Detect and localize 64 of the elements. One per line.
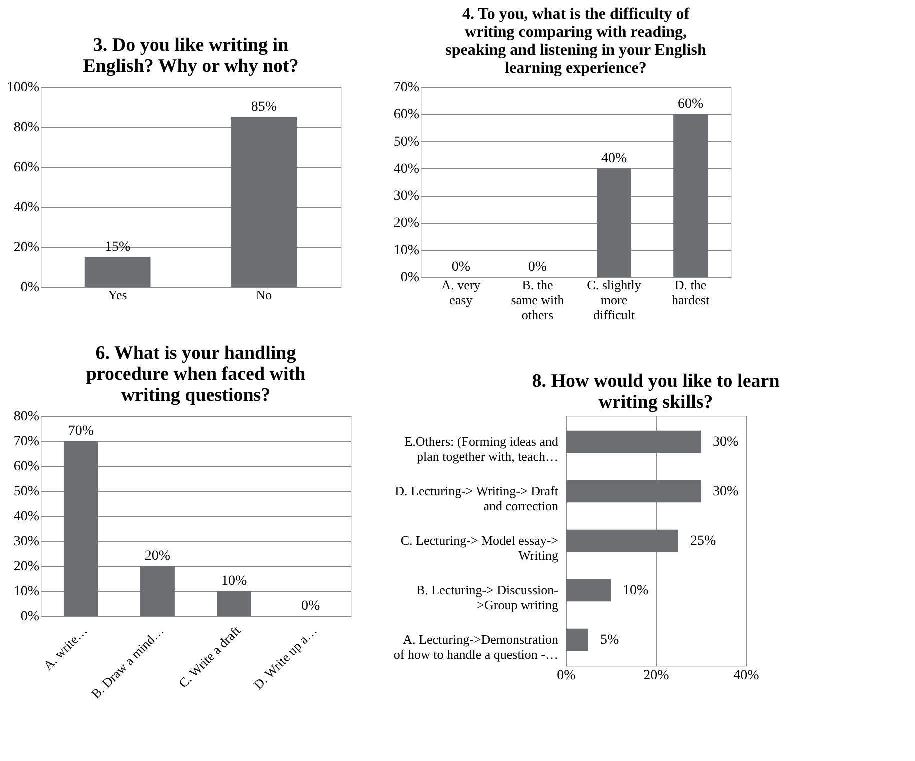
data-label: 85% xyxy=(251,100,278,115)
chart-title: 3. Do you like writing in English? Why or why not? xyxy=(83,35,299,77)
y-tick-label: 60% xyxy=(14,460,40,474)
data-label: 15% xyxy=(104,240,131,255)
y-tick-label: D. Lecturing-> Writing-> Draft and correction xyxy=(395,483,559,514)
chart-title: 6. What is your handling procedure when faced with writing questions? xyxy=(86,343,306,406)
y-tick-label: 20% xyxy=(14,240,40,256)
bar xyxy=(217,591,252,616)
x-tick-label: D. Write up a… xyxy=(250,623,320,692)
y-tick-label: 50% xyxy=(394,134,420,150)
data-label: 0% xyxy=(528,260,548,275)
y-tick-label: B. Lecturing-> Discussion- >Group writing xyxy=(416,582,559,613)
y-tick-label: 10% xyxy=(14,584,40,600)
chart-title: 4. To you, what is the difficulty of writing comparing with reading, speaking and listening in your English learning experience? xyxy=(446,6,706,77)
x-tick-label: Yes xyxy=(108,288,128,302)
y-tick-label: 50% xyxy=(14,484,40,500)
y-tick-label: 40% xyxy=(14,510,40,524)
y-tick-label: 60% xyxy=(14,160,40,176)
data-label: 25% xyxy=(690,534,716,549)
x-tick-label: B. the same with others xyxy=(511,278,565,322)
data-label: 5% xyxy=(600,633,620,648)
y-tick-label: 40% xyxy=(394,162,420,177)
data-label: 0% xyxy=(452,260,471,275)
x-tick-label: No xyxy=(256,288,272,302)
y-tick-label: 70% xyxy=(14,434,40,450)
x-tick-label: 40% xyxy=(734,668,760,684)
bar xyxy=(64,441,98,616)
bar xyxy=(566,480,701,503)
data-label: 0% xyxy=(301,599,320,614)
x-tick-label: C. slightly more difficult xyxy=(587,278,642,322)
data-label: 60% xyxy=(678,97,704,112)
y-tick-label: 60% xyxy=(394,108,420,123)
x-tick-label: C. Write a draft xyxy=(176,622,244,691)
x-tick-label: A. very easy xyxy=(442,278,482,308)
data-label: 10% xyxy=(623,584,649,599)
y-tick-label: 0% xyxy=(20,610,40,624)
y-tick-label: 10% xyxy=(394,243,420,258)
y-tick-label: 20% xyxy=(14,560,40,574)
y-tick-label: 100% xyxy=(6,80,40,96)
bar xyxy=(566,579,611,602)
data-label: 70% xyxy=(68,424,94,439)
y-tick-label: A. Lecturing->Demonstration of how to handle a question -… xyxy=(394,632,559,662)
data-label: 40% xyxy=(601,151,628,166)
y-tick-label: 20% xyxy=(394,216,420,232)
data-label: 30% xyxy=(713,484,739,500)
bar xyxy=(566,628,588,652)
bar xyxy=(566,430,701,454)
chart-title: 8. How would you like to learn writing skills? xyxy=(532,371,780,413)
x-tick-label: 20% xyxy=(644,668,670,684)
x-tick-label: 0% xyxy=(557,668,576,684)
y-tick-label: 40% xyxy=(14,200,40,216)
data-label: 10% xyxy=(221,574,248,589)
x-tick-label: D. the hardest xyxy=(672,278,710,308)
data-label: 30% xyxy=(713,434,739,450)
data-label: 20% xyxy=(144,549,171,564)
y-tick-label: E.Others: (Forming ideas and plan together with, teach… xyxy=(404,434,559,464)
y-tick-label: 70% xyxy=(394,80,420,96)
y-tick-label: 80% xyxy=(14,410,40,424)
y-tick-label: 30% xyxy=(14,534,40,550)
y-tick-label: 30% xyxy=(394,189,420,204)
bar xyxy=(140,566,175,616)
bar xyxy=(566,530,678,552)
y-tick-label: C. Lecturing-> Model essay-> Writing xyxy=(400,533,559,563)
y-tick-label: 80% xyxy=(14,120,40,136)
